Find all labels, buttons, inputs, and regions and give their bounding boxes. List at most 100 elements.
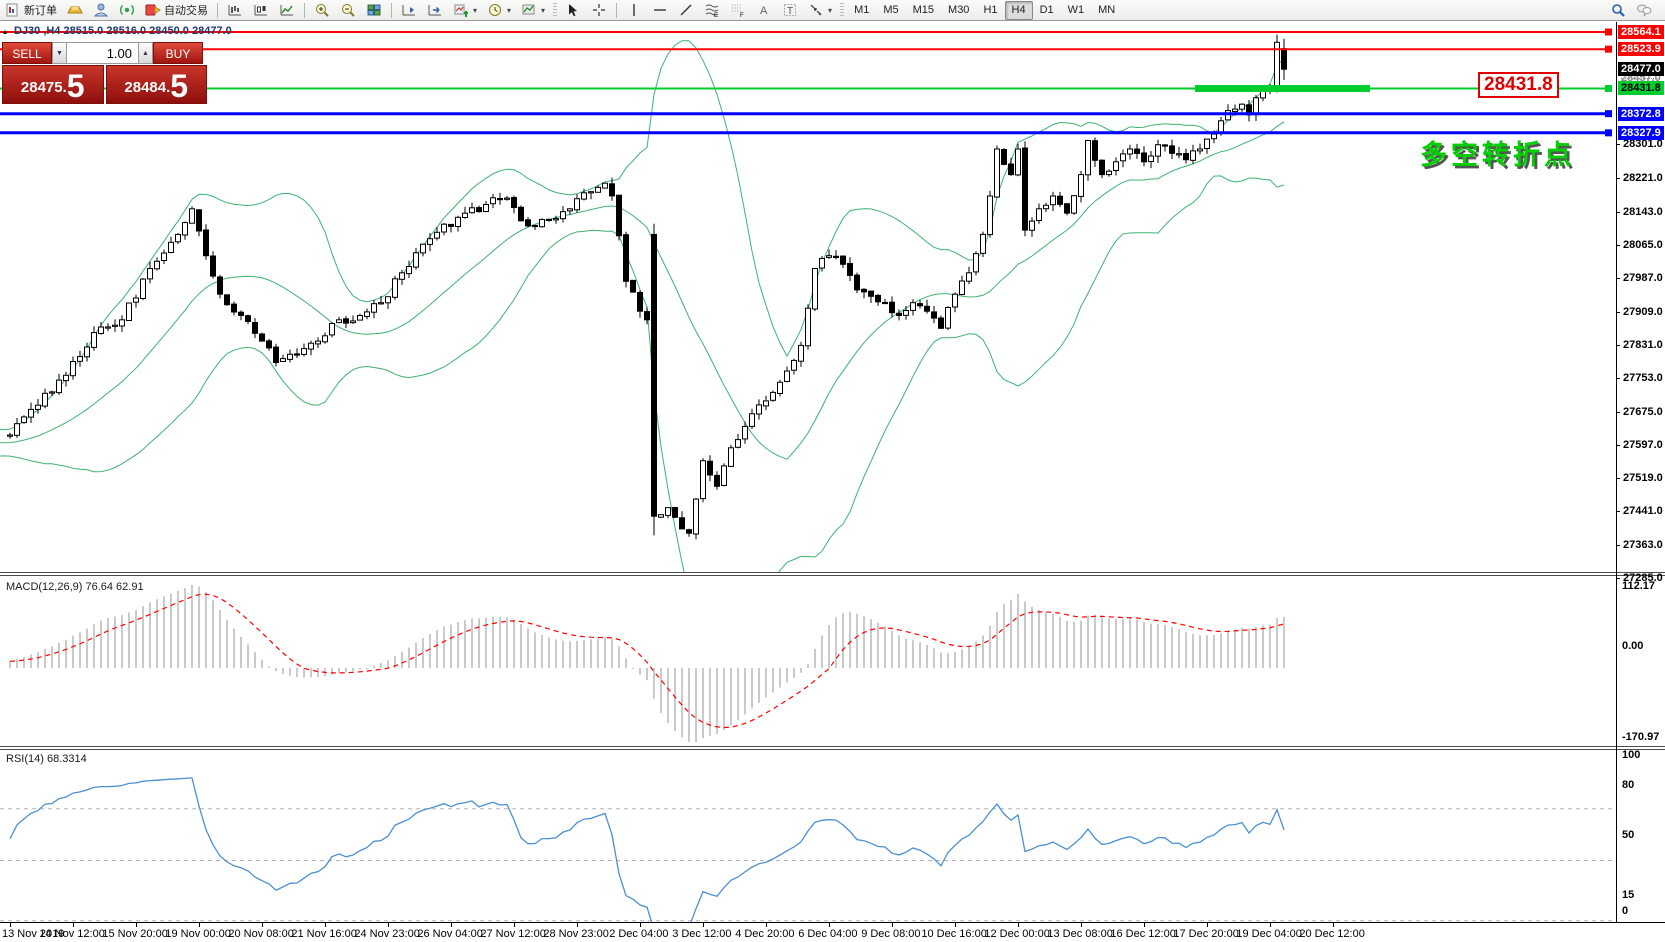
broadcast-signal-icon [120, 5, 134, 15]
time-axis-label: 12 Dec 00:00 [984, 928, 1050, 940]
label-tool-button[interactable]: T [777, 1, 803, 20]
line-chart-button[interactable] [274, 1, 300, 20]
timeframe-button-h4[interactable]: H4 [1004, 0, 1033, 20]
timeframe-button-mn[interactable]: MN [1098, 4, 1116, 16]
sell-price-frac: 5 [66, 68, 85, 104]
timeframe-button-m15[interactable]: M15 [912, 4, 935, 16]
add-indicator-button[interactable]: ▾ [448, 1, 482, 20]
fibo-fan-button[interactable]: F [725, 1, 751, 20]
search-button[interactable] [1605, 1, 1631, 20]
rsi-pane-canvas[interactable] [0, 750, 1616, 922]
time-axis-label: 19 Dec 04:00 [1236, 928, 1302, 940]
zoom-out-button[interactable] [335, 1, 361, 20]
time-axis-tick [73, 923, 74, 927]
buy-price-frac: 5 [170, 68, 189, 104]
chart-shift-button[interactable] [396, 1, 422, 20]
new-order-icon [6, 3, 18, 17]
clock-periods-icon [489, 4, 502, 16]
time-axis-label: 16 Dec 12:00 [1110, 928, 1176, 940]
price-level-badge: 28431.8 [1618, 81, 1664, 96]
crosshair-button[interactable] [586, 1, 612, 20]
chat-button[interactable] [1631, 1, 1657, 20]
sell-price-button[interactable]: 28475. 5 [2, 65, 104, 104]
price-chart-canvas[interactable] [0, 22, 1616, 572]
pane-divider[interactable] [0, 746, 1665, 750]
time-axis-label: 3 Dec 12:00 [672, 928, 732, 940]
vertical-line-icon [633, 4, 635, 16]
bar-chart-button[interactable] [222, 1, 248, 20]
pane-divider[interactable] [0, 572, 1665, 576]
price-axis-tick [1616, 178, 1620, 180]
auto-scroll-button[interactable] [422, 1, 448, 20]
price-level-badge: 28523.9 [1618, 42, 1664, 57]
lot-increase-button[interactable]: ▲ [138, 42, 153, 64]
macd-pane-canvas[interactable] [0, 577, 1616, 746]
candlestick-chart-button[interactable] [248, 1, 274, 20]
timeframe-button-m1[interactable]: M1 [854, 4, 870, 16]
toolbar-separator [616, 2, 618, 18]
timeframe-button-m5[interactable]: M5 [883, 4, 899, 16]
buy-button[interactable]: BUY [153, 42, 203, 64]
toolbar-drag-handle[interactable] [840, 2, 845, 18]
buy-price-button[interactable]: 28484. 5 [105, 65, 207, 104]
fibo-fan-icon: F [732, 4, 744, 18]
trend-line-button[interactable] [673, 1, 699, 20]
sell-button[interactable]: SELL [2, 42, 52, 64]
timeframe-button-w1[interactable]: W1 [1067, 4, 1085, 16]
templates-button[interactable]: ▾ [516, 1, 550, 20]
auto-trading-label: 自动交易 [164, 5, 208, 17]
time-axis-tick [892, 923, 893, 927]
signal-button[interactable] [114, 1, 140, 20]
text-tool-button[interactable]: A [751, 1, 777, 20]
time-axis-tick [1333, 923, 1334, 927]
buy-price-dot: . [166, 79, 171, 96]
toolbar-drag-handle[interactable] [553, 2, 558, 18]
lot-size-input[interactable] [67, 42, 138, 64]
time-axis-label: 17 Dec 20:00 [1173, 928, 1239, 940]
price-axis-tick [1616, 444, 1620, 446]
time-axis-tick [703, 923, 704, 927]
rsi-scale-label: 80 [1622, 779, 1635, 791]
gold-ingot-icon [67, 6, 83, 14]
vertical-line-button[interactable] [621, 1, 647, 20]
price-axis-tick-label: 27519.0 [1623, 472, 1663, 485]
price-tag-box[interactable]: 28431.8 [1478, 72, 1559, 98]
timeframe-button-m30[interactable]: M30 [948, 4, 970, 16]
candlestick-chart-icon [254, 5, 267, 16]
cursor-button[interactable] [560, 1, 586, 20]
price-axis-tick [1616, 544, 1620, 546]
time-axis-tick [1207, 923, 1208, 927]
label-tool-icon: T [784, 4, 797, 17]
time-axis-tick [766, 923, 767, 927]
time-axis-label: 4 Dec 20:00 [735, 928, 795, 940]
horizontal-line-button[interactable] [647, 1, 673, 20]
lot-decrease-button[interactable]: ▼ [52, 42, 67, 64]
gold-button[interactable] [62, 1, 88, 20]
toolbar-separator [304, 2, 305, 18]
fibonacci-button[interactable]: E [699, 1, 725, 20]
time-axis-label: 27 Nov 12:00 [480, 928, 546, 940]
price-axis-tick-label: 27675.0 [1623, 405, 1663, 418]
periods-button[interactable]: ▾ [482, 1, 516, 20]
profile-button[interactable] [88, 1, 114, 20]
zoom-in-button[interactable] [309, 1, 335, 20]
time-axis-tick [829, 923, 830, 927]
price-axis-tick-label: 28143.0 [1623, 205, 1663, 218]
price-axis-tick-label: 27753.0 [1623, 372, 1663, 385]
chart-collapse-arrow-icon[interactable]: ▴ [3, 27, 8, 36]
price-axis-tick [1616, 344, 1620, 346]
tile-windows-button[interactable] [361, 1, 387, 20]
chart-window: 13 Nov 2019 14 Nov 12:00 15 Nov 20:00 19 No… [0, 21, 1665, 942]
arrow-objects-button[interactable]: ▾ [803, 1, 837, 20]
price-axis-tick-label: 27831.0 [1623, 338, 1663, 351]
auto-trading-button[interactable]: 自动交易 [140, 1, 213, 20]
time-axis-label: 13 Nov 2019 [2, 928, 65, 940]
timeframe-button-d1[interactable]: D1 [1039, 4, 1054, 16]
rsi-scale-label: 15 [1622, 889, 1635, 901]
time-axis[interactable]: 13 Nov 2019 14 Nov 12:00 15 Nov 20:00 19 No… [0, 922, 1665, 942]
time-axis-tick [10, 923, 11, 927]
timeframe-button-h1[interactable]: H1 [983, 4, 998, 16]
price-axis-tick [1616, 278, 1620, 280]
chart-annotation-text[interactable]: 多空转折点 [1420, 140, 1575, 170]
new-order-button[interactable]: 新订单 [0, 1, 62, 20]
